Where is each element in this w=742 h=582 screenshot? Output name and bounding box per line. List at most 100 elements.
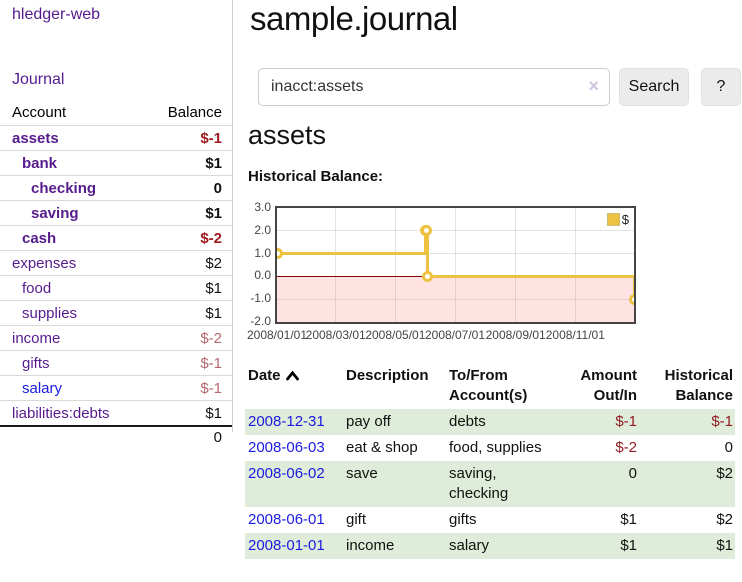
x-axis-tick-label: 2008/03/01 — [305, 328, 366, 342]
date-column-header[interactable]: Date — [245, 363, 344, 389]
account-balance: $-1 — [200, 129, 222, 147]
transaction-row[interactable]: 2008-06-03 eat & shop food, supplies $-2 0 — [245, 435, 735, 461]
sidebar-divider — [232, 0, 233, 432]
transaction-row[interactable]: 2008-06-02 save saving, checking 0 $2 — [245, 461, 735, 507]
series-line-segment — [632, 276, 634, 300]
transaction-description: gift — [346, 511, 367, 528]
y-axis-tick-label: 2.0 — [254, 222, 271, 237]
transaction-description: save — [346, 465, 378, 482]
x-axis-tick-label: 2008/01/01 — [246, 328, 308, 342]
data-point-marker — [422, 270, 434, 282]
chart-title: Historical Balance: — [248, 168, 384, 185]
page-title: sample.journal — [250, 0, 458, 37]
account-link[interactable]: supplies — [22, 304, 78, 322]
transaction-amount: 0 — [628, 465, 637, 482]
account-link[interactable]: liabilities:debts — [12, 404, 110, 422]
x-axis-tick-label: 2008/11/01 — [545, 328, 605, 342]
transaction-balance: $-1 — [711, 413, 733, 430]
account-link[interactable]: income — [12, 329, 61, 347]
horizontal-gridline — [277, 298, 634, 300]
series-line-segment — [427, 274, 634, 278]
transaction-date-link[interactable]: 2008-06-03 — [248, 439, 325, 456]
search-input[interactable] — [258, 68, 610, 106]
account-link[interactable]: gifts — [22, 354, 50, 372]
description-column-header: Description — [346, 367, 429, 384]
account-row: saving $1 — [0, 200, 232, 225]
sidebar: hledger-web Journal Account Balance asse… — [0, 0, 233, 582]
data-point-marker — [421, 225, 433, 237]
account-balance: $2 — [205, 254, 222, 272]
transaction-row[interactable]: 2008-06-01 gift gifts $1 $2 — [245, 507, 735, 533]
account-link[interactable]: expenses — [12, 254, 77, 272]
transaction-accounts: salary — [449, 537, 490, 554]
x-axis-tick-label: 2008/09/01 — [485, 328, 546, 342]
account-link[interactable]: saving — [31, 204, 79, 222]
amount-column-header: Amount Out/In — [580, 367, 637, 404]
y-axis-tick-label: 1.0 — [254, 245, 271, 260]
legend-label: $ — [621, 212, 629, 227]
data-point-marker — [277, 248, 283, 260]
transaction-row[interactable]: 2008-12-31 pay off debts $-1 $-1 — [245, 409, 735, 435]
vertical-gridline — [335, 208, 337, 322]
transaction-date-link[interactable]: 2008-06-01 — [248, 511, 325, 528]
account-row: checking 0 — [0, 175, 232, 200]
historical-balance-chart[interactable]: 3.0 2.0 1.0 0.0 -1.0 -2.0 2008/01/01 2008/03/01… — [245, 200, 742, 346]
account-heading: assets — [248, 120, 327, 150]
balance-column-header: Historical Balance — [664, 367, 733, 404]
account-link[interactable]: checking — [31, 179, 97, 197]
balance-column-header: Balance — [167, 104, 222, 121]
data-point-marker — [628, 293, 634, 305]
account-link[interactable]: cash — [22, 229, 57, 247]
account-balance: $-1 — [200, 379, 222, 397]
accounts-balance-table: Account Balance assets $-1 bank $1 checking 0… — [0, 100, 232, 448]
sidebar-item-journal[interactable]: Journal — [12, 71, 65, 88]
transaction-row[interactable]: 2008-01-01 income salary $1 $1 — [245, 533, 735, 559]
accounts-table-header: Account Balance — [0, 100, 232, 125]
account-row: bank $1 — [0, 150, 232, 175]
transaction-date-link[interactable]: 2008-01-01 — [248, 537, 325, 554]
y-axis-tick-label: 0.0 — [254, 268, 271, 283]
account-balance: $-2 — [200, 229, 222, 247]
sort-ascending-icon — [285, 370, 299, 381]
x-axis-tick-label: 2008/05/01 — [365, 328, 426, 342]
register-table: Date Description To/From Account(s) Amou… — [245, 363, 735, 559]
search-form: × Search ? — [245, 68, 742, 106]
vertical-gridline — [394, 208, 396, 322]
accounts-total-value: 0 — [213, 429, 222, 446]
transaction-accounts: gifts — [449, 511, 477, 528]
account-row: food $1 — [0, 275, 232, 300]
transaction-balance: $1 — [716, 537, 733, 554]
app-brand-link[interactable]: hledger-web — [12, 6, 101, 23]
series-line-segment — [424, 230, 428, 254]
account-balance: $1 — [205, 304, 222, 322]
account-link[interactable]: food — [22, 279, 52, 297]
vertical-gridline — [454, 208, 456, 322]
account-link[interactable]: bank — [22, 154, 58, 172]
account-column-header: Account — [12, 104, 67, 121]
main-content: sample.journal × Search ? assets Histori… — [245, 0, 742, 582]
transaction-description: eat & shop — [346, 439, 418, 456]
search-button[interactable]: Search — [619, 68, 689, 106]
help-button[interactable]: ? — [701, 68, 741, 106]
chart-plot-area[interactable]: $ — [275, 206, 636, 324]
account-link[interactable]: salary — [22, 379, 63, 397]
account-link[interactable]: assets — [12, 129, 59, 147]
transaction-amount: $1 — [620, 537, 637, 554]
vertical-gridline — [515, 208, 517, 322]
search-box: × — [258, 68, 610, 106]
chart-legend: $ — [606, 212, 629, 227]
transaction-date-link[interactable]: 2008-06-02 — [248, 465, 325, 482]
y-axis-tick-label: -2.0 — [250, 314, 271, 328]
transaction-date-link[interactable]: 2008-12-31 — [248, 413, 325, 430]
account-row: supplies $1 — [0, 300, 232, 325]
clear-search-icon[interactable]: × — [588, 76, 599, 96]
account-row: salary $-1 — [0, 375, 232, 400]
transaction-accounts: saving, checking — [449, 465, 509, 502]
account-row: cash $-2 — [0, 225, 232, 250]
accounts-column-header: To/From Account(s) — [449, 367, 528, 404]
account-balance: 0 — [213, 179, 222, 197]
horizontal-gridline — [277, 253, 634, 255]
account-row: liabilities:debts $1 — [0, 400, 232, 425]
legend-swatch — [606, 213, 620, 226]
